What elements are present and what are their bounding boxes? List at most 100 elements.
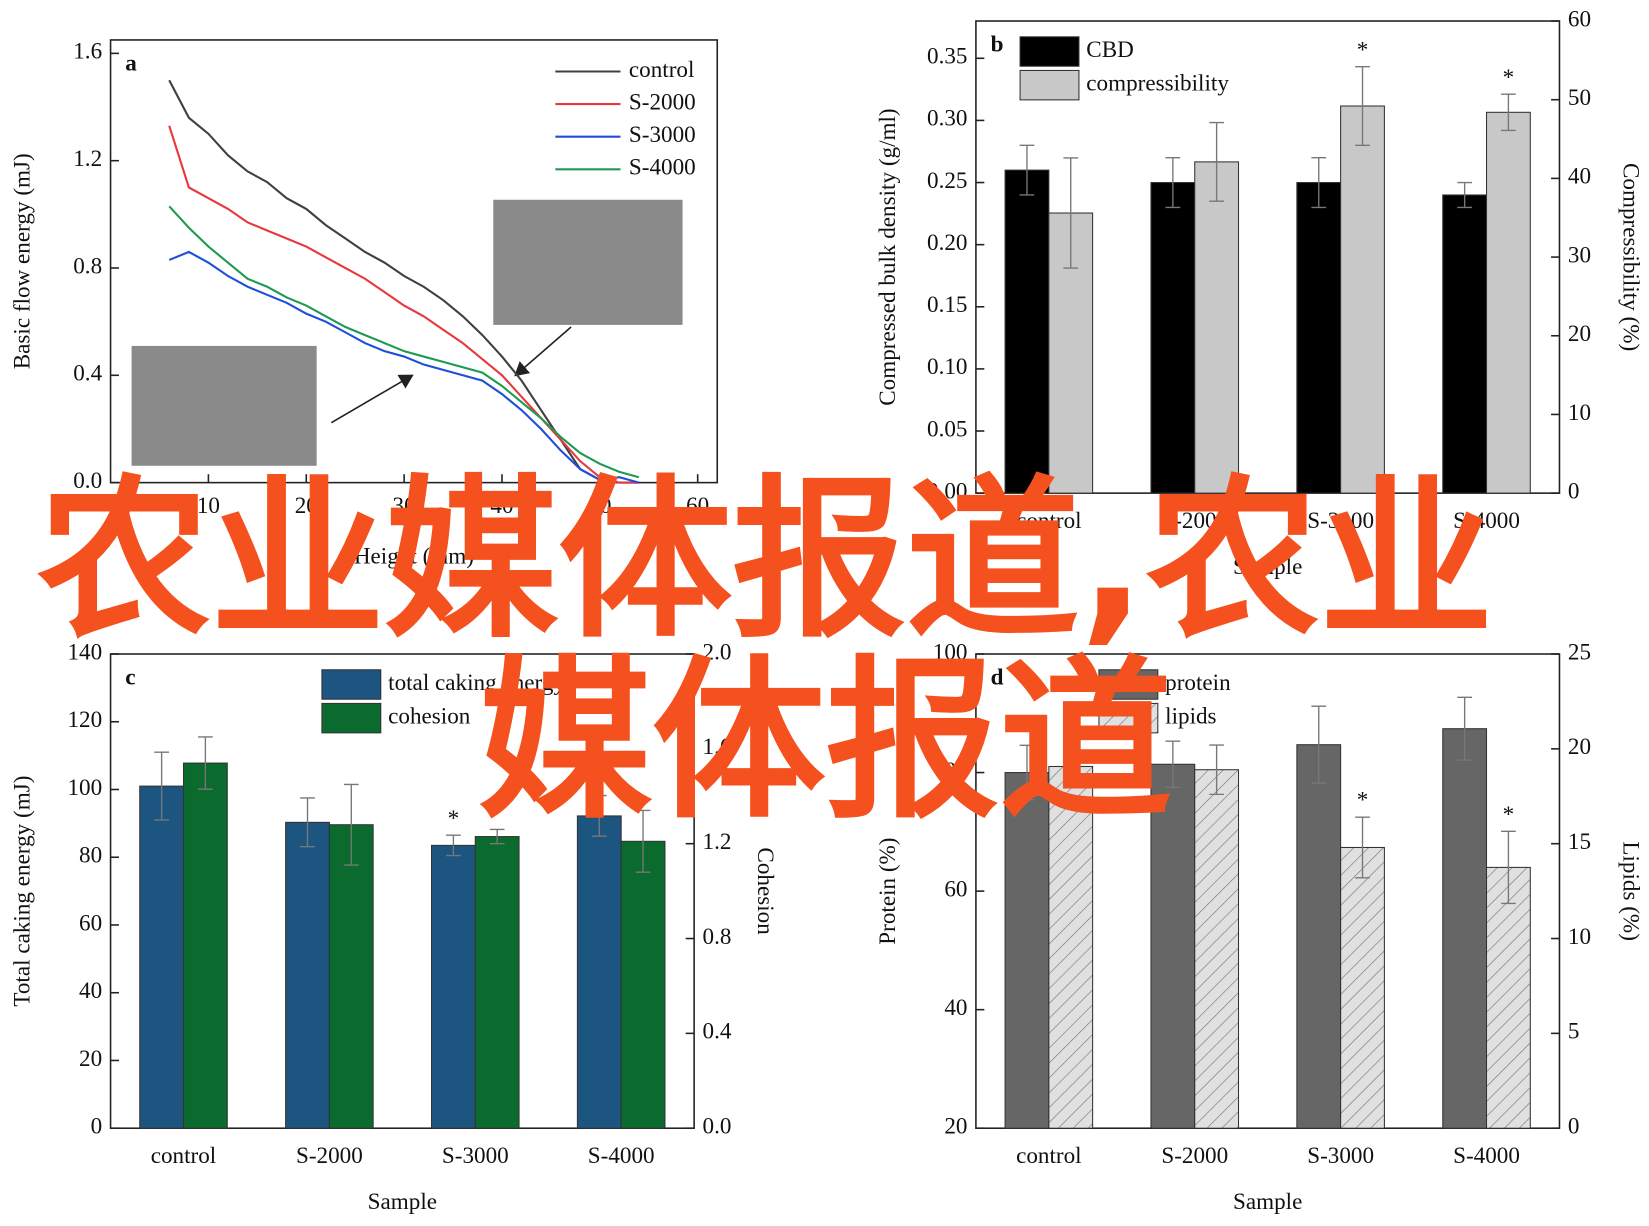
y2-tick-label: 0.0 bbox=[703, 1114, 732, 1140]
y2-tick-label: 1.2 bbox=[703, 829, 732, 855]
panel-label: d bbox=[991, 665, 1004, 691]
y2-tick-label: 50 bbox=[1568, 85, 1591, 111]
error-bar bbox=[1457, 181, 1472, 209]
x-tick-label: S-4000 bbox=[588, 1143, 655, 1169]
y2-tick-label: 0.8 bbox=[703, 924, 732, 950]
error-bar bbox=[1019, 744, 1035, 801]
y-axis-label: Basic flow energy (mJ) bbox=[10, 153, 36, 369]
y-tick-label: 60 bbox=[79, 910, 102, 936]
y2-tick-label: 15 bbox=[1568, 829, 1591, 855]
y-tick-label: 80 bbox=[79, 843, 102, 869]
legend-label: S-2000 bbox=[629, 89, 696, 115]
y2-tick-label: 10 bbox=[1568, 400, 1591, 426]
plot-frame bbox=[109, 39, 719, 484]
legend-swatch bbox=[1019, 36, 1080, 67]
y-tick-label: 0 bbox=[91, 1114, 103, 1140]
error-bar bbox=[446, 834, 461, 857]
y-tick-label: 0.00 bbox=[927, 478, 967, 504]
error-bar bbox=[1311, 157, 1327, 209]
y2-axis-label: Lipids (%) bbox=[1618, 841, 1644, 941]
significance-mark: * bbox=[1503, 65, 1515, 91]
y2-axis-label: Compressibility (%) bbox=[1618, 163, 1644, 351]
error-bar bbox=[1063, 157, 1079, 269]
arrow bbox=[330, 374, 414, 424]
error-bar bbox=[1501, 93, 1516, 132]
x-tick-label: 50 bbox=[588, 493, 611, 519]
panel-label: c bbox=[125, 665, 135, 691]
x-tick-label: control bbox=[1016, 508, 1082, 534]
legend-swatch bbox=[1098, 702, 1159, 734]
data-line bbox=[168, 205, 640, 479]
x-tick-label: 20 bbox=[295, 493, 318, 519]
y-axis-label: Protein (%) bbox=[875, 837, 901, 944]
y2-axis-label: Cohesion bbox=[752, 847, 778, 935]
legend-swatch bbox=[1019, 69, 1080, 101]
error-bar bbox=[1019, 144, 1035, 196]
y-tick-label: 0.15 bbox=[927, 292, 967, 318]
y-tick-label: 80 bbox=[944, 758, 967, 784]
error-bar bbox=[154, 751, 169, 821]
bar bbox=[1485, 866, 1531, 1129]
arrow bbox=[514, 326, 572, 377]
error-bar bbox=[300, 797, 315, 848]
y2-tick-label: 25 bbox=[1568, 639, 1591, 665]
y2-tick-label: 2.0 bbox=[703, 639, 732, 665]
x-axis-label: Sample bbox=[368, 1189, 437, 1215]
error-bar bbox=[1311, 705, 1327, 784]
bar bbox=[139, 785, 185, 1129]
bar bbox=[328, 824, 374, 1129]
y-tick-label: 100 bbox=[67, 775, 102, 801]
x-tick-label: S-3000 bbox=[1307, 1143, 1374, 1169]
charts: 0.0 0.4 0.8 1.2 1.6 a Height (mm) Basic flow en… bbox=[10, 6, 1644, 1215]
y-axis-label: Total caking energy (mJ) bbox=[10, 776, 36, 1007]
legend-swatch bbox=[321, 669, 382, 700]
error-bar bbox=[343, 783, 359, 866]
error-bar bbox=[1355, 65, 1370, 147]
bar bbox=[1004, 772, 1050, 1129]
bar bbox=[430, 844, 476, 1129]
sem-image bbox=[131, 345, 317, 466]
y2-tick-label: 30 bbox=[1568, 242, 1591, 268]
bar bbox=[1150, 182, 1196, 494]
y-tick-label: 20 bbox=[944, 1114, 967, 1140]
y-tick-label: 20 bbox=[79, 1046, 102, 1072]
y2-tick-label: 0 bbox=[1568, 478, 1580, 504]
error-bar bbox=[198, 736, 213, 790]
y2-tick-label: 60 bbox=[1568, 6, 1591, 32]
bar bbox=[1340, 105, 1385, 494]
error-bar bbox=[1209, 744, 1224, 796]
x-tick-label: control bbox=[1016, 1143, 1082, 1169]
error-bar bbox=[489, 828, 505, 845]
legend-label: cohesion bbox=[388, 703, 471, 729]
plot-frame bbox=[109, 653, 695, 1130]
y-tick-label: 0.25 bbox=[927, 168, 967, 194]
data-line bbox=[168, 125, 639, 484]
y-tick-label: 0.4 bbox=[73, 361, 102, 387]
x-tick-label: S-4000 bbox=[1453, 1143, 1520, 1169]
y-tick-label: 0.35 bbox=[927, 44, 967, 70]
error-bar bbox=[1165, 740, 1181, 789]
legend-label: lipids bbox=[1165, 703, 1216, 729]
y-tick-label: 100 bbox=[933, 639, 968, 665]
significance-mark: * bbox=[448, 806, 460, 832]
legend-label: S-4000 bbox=[629, 155, 696, 181]
bar bbox=[1442, 194, 1488, 494]
x-tick-label: S-2000 bbox=[1161, 1143, 1228, 1169]
y-tick-label: 1.2 bbox=[73, 146, 102, 172]
bar bbox=[1296, 744, 1342, 1129]
x-tick-label: S-2000 bbox=[296, 1143, 363, 1169]
error-bar bbox=[1165, 157, 1181, 209]
x-axis-label: Sample bbox=[1233, 1189, 1302, 1215]
y2-tick-label: 1.6 bbox=[703, 734, 732, 760]
x-tick-label: S-4000 bbox=[1453, 508, 1520, 534]
bar bbox=[576, 815, 622, 1129]
y2-tick-label: 0.4 bbox=[703, 1019, 732, 1045]
y-tick-label: 0.8 bbox=[73, 253, 102, 279]
error-bar bbox=[1063, 746, 1079, 787]
y-axis-label: Compressed bulk density (g/ml) bbox=[875, 108, 901, 405]
legend-label: control bbox=[629, 57, 695, 83]
significance-mark: * bbox=[491, 800, 503, 826]
x-axis-label: Height (mm) bbox=[354, 544, 474, 570]
